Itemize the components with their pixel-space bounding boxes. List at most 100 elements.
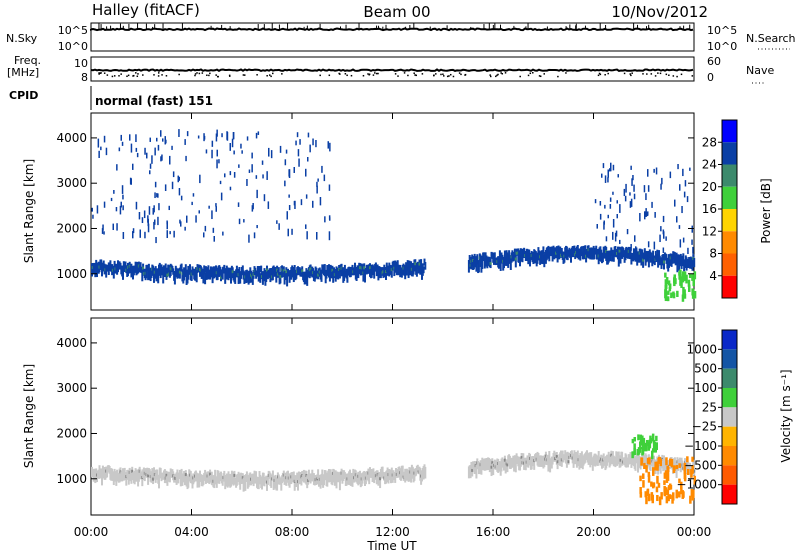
power-echo-cell <box>607 177 609 183</box>
power-echo-cell <box>607 214 609 219</box>
power-echo-cell <box>237 270 240 284</box>
velocity-echo-cell <box>424 466 427 479</box>
power-colorbar-swatch <box>722 231 737 254</box>
freq-trace <box>90 68 694 78</box>
power-colorbar-tick: 16 <box>702 202 717 216</box>
velocity-colorbar-swatch <box>722 349 737 369</box>
velocity-colorbar-tick: −25 <box>692 420 717 434</box>
power-echo-cell <box>113 190 115 194</box>
velocity-echo-cell <box>204 474 207 484</box>
power-echo-cell <box>154 181 157 188</box>
power-echo-cell <box>241 150 243 154</box>
power-echo-cell <box>641 249 644 260</box>
velocity-echo-cell <box>610 453 613 457</box>
velocity-ytick-label: 3000 <box>56 381 87 395</box>
power-echo-cell <box>642 255 645 268</box>
velocity-echo-cell <box>471 468 474 472</box>
power-echo-cell <box>297 149 300 157</box>
velocity-echo-cell <box>349 469 351 481</box>
velocity-echo-cell <box>338 476 341 491</box>
velocity-echo-cell <box>631 459 634 466</box>
velocity-echo-cell <box>176 469 179 479</box>
power-echo-cell <box>147 215 149 223</box>
power-echo-cell <box>294 200 296 209</box>
velocity-echo-cell <box>469 465 472 479</box>
power-echo-cell <box>643 185 646 193</box>
velocity-echo-cell <box>307 478 310 482</box>
time-tick-label: 00:00 <box>74 525 109 539</box>
power-echo-cell <box>103 201 106 208</box>
velocity-echo-cell <box>125 472 128 486</box>
velocity-colorbar-tick: 500 <box>694 362 717 376</box>
power-echo-cell <box>693 291 697 299</box>
power-colorbar-tick: 20 <box>702 180 717 194</box>
power-echo-cell <box>632 175 634 181</box>
power-echo-cell <box>221 133 223 138</box>
power-echo-cell <box>634 235 636 242</box>
power-echo-cell <box>364 269 366 283</box>
velocity-ytick-label: 4000 <box>56 336 87 350</box>
power-echo-cell <box>164 136 166 145</box>
power-echo-cell <box>119 262 122 270</box>
power-echo-cell <box>353 268 356 276</box>
power-echo-cell <box>172 171 175 178</box>
power-echo-cell <box>252 203 254 210</box>
velocity-echo-cell <box>280 477 283 491</box>
power-echo-cell <box>169 155 171 165</box>
velocity-echo-cell <box>657 482 661 488</box>
power-echo-cell <box>654 212 656 218</box>
power-echo-cell <box>653 168 655 173</box>
power-echo-cell <box>299 139 301 145</box>
power-echo-cell <box>636 253 639 266</box>
power-echo-cell <box>253 232 256 239</box>
power-echo-cell <box>644 211 646 220</box>
velocity-echo-cell <box>187 474 190 488</box>
velocity-y-ticks: 1000 2000 3000 4000 <box>56 336 694 486</box>
velocity-echo-cell <box>588 452 591 459</box>
power-echo-cell <box>178 129 180 137</box>
power-echo-cell <box>215 133 218 142</box>
velocity-echo-cell <box>662 459 665 472</box>
velocity-panel: 1000 2000 3000 4000 Slant Range [km] 1000 50… <box>22 317 793 516</box>
freq-tick-top: 10 <box>74 57 88 70</box>
power-echo-cell <box>214 269 217 278</box>
power-colorbar-swatch <box>722 186 737 209</box>
freq-label: Freq. <box>14 54 41 67</box>
velocity-echo-cell <box>230 477 232 487</box>
power-echo-cell <box>240 143 242 149</box>
nsearch-label: N.Search <box>746 32 796 45</box>
power-echo-cell <box>203 232 205 238</box>
velocity-echo-cell <box>559 452 562 467</box>
velocity-echo-cell <box>108 466 111 474</box>
power-echo-cell <box>287 228 289 237</box>
velocity-echo-cell <box>504 462 507 474</box>
power-echo-cell <box>216 159 218 169</box>
power-echo-cell <box>268 147 270 157</box>
power-echo-cell <box>152 208 154 215</box>
velocity-echo-cell <box>672 492 675 501</box>
velocity-echo-cell <box>115 472 118 486</box>
power-echo-cell <box>363 266 366 270</box>
power-echo-cell <box>679 278 682 286</box>
velocity-echo-cell <box>657 457 660 463</box>
power-echo-cell <box>180 221 182 227</box>
velocity-echo-cell <box>547 458 550 472</box>
power-echo-cell <box>101 228 104 234</box>
velocity-echo-cell <box>247 475 250 488</box>
power-echo-cell <box>226 131 228 140</box>
velocity-echo-cell <box>572 455 575 468</box>
velocity-echo-cell <box>533 456 536 470</box>
power-echo-cell <box>284 273 287 281</box>
power-echo-cell <box>157 269 160 284</box>
velocity-colorbar-swatch <box>722 330 737 350</box>
velocity-echo-cell <box>506 463 509 467</box>
velocity-echo-cell <box>407 469 410 482</box>
power-echo-cell <box>171 181 174 190</box>
time-tick-label: 08:00 <box>275 525 310 539</box>
velocity-echo-cell <box>639 434 643 440</box>
velocity-echo-cell <box>637 459 639 473</box>
power-echo-cell <box>401 264 404 275</box>
power-echo-cell <box>213 236 215 242</box>
power-echo-cell <box>588 247 591 256</box>
velocity-echo-cell <box>675 464 678 478</box>
